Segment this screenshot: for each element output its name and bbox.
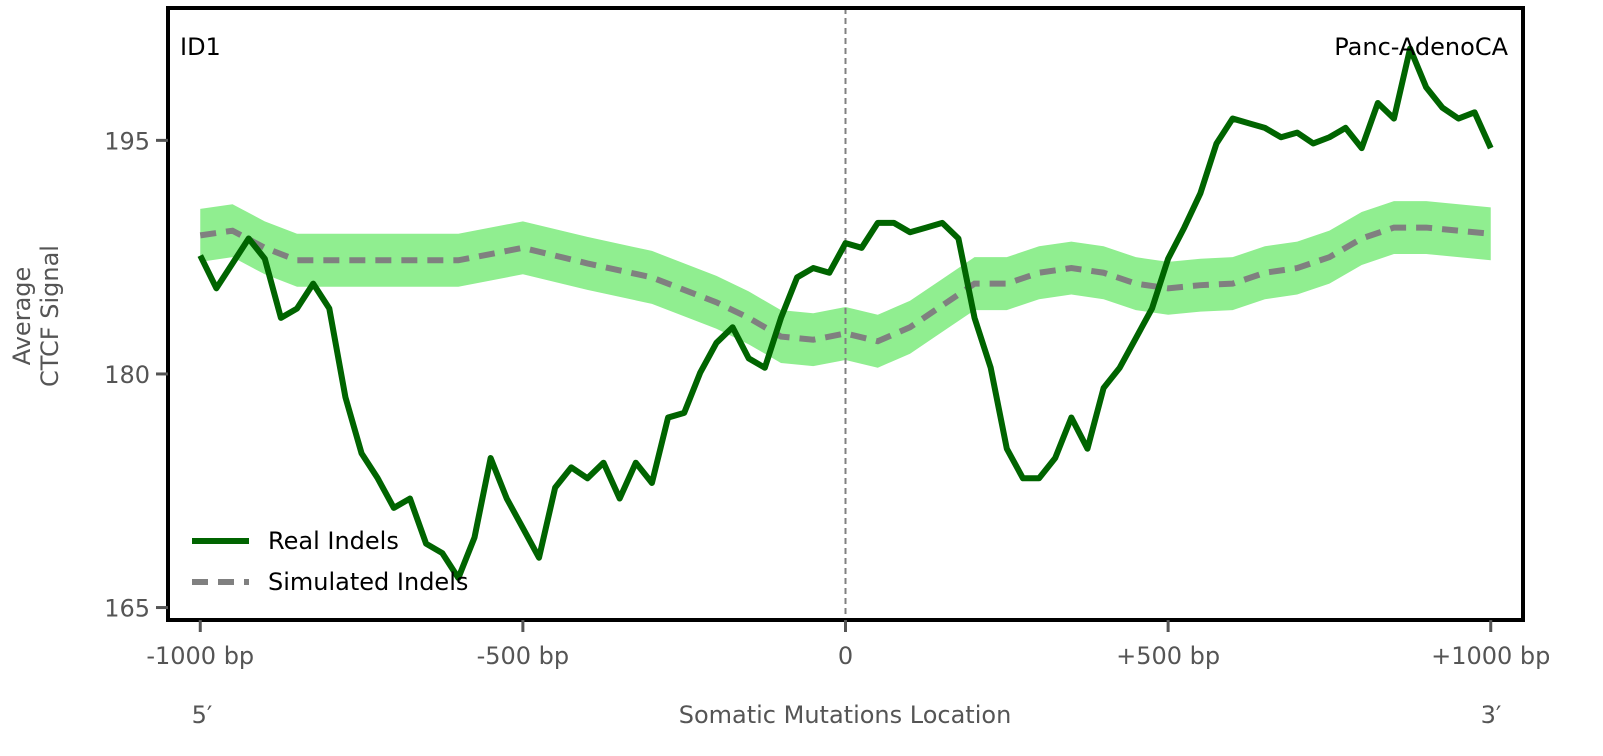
series-line-simulated-indels [199, 224, 1492, 345]
legend: Real Indels Simulated Indels [192, 527, 468, 596]
legend-real-label: Real Indels [268, 527, 399, 555]
x-tick-label: +1000 bp [1431, 642, 1550, 670]
x-axis: -1000 bp -500 bp 0 +500 bp +1000 bp [146, 620, 1550, 670]
annotation-left: ID1 [180, 33, 221, 61]
annotation-right: Panc-AdenoCA [1334, 33, 1508, 61]
legend-simulated-label: Simulated Indels [268, 568, 468, 596]
y-tick-label: 180 [104, 361, 150, 389]
three-prime-label: 3′ [1481, 701, 1502, 729]
x-tick-label: -1000 bp [146, 642, 254, 670]
y-tick-label: 165 [104, 595, 150, 623]
five-prime-label: 5′ [192, 701, 213, 729]
y-tick-label: 195 [104, 127, 150, 155]
y-axis-label-line2: CTCF Signal [36, 245, 64, 387]
y-axis: 165 180 195 [104, 127, 168, 623]
confidence-band-layer [200, 201, 1491, 368]
series-layer [197, 45, 1494, 581]
y-axis-label-line1: Average [8, 267, 36, 366]
x-tick-label: +500 bp [1116, 642, 1220, 670]
x-tick-label: -500 bp [477, 642, 570, 670]
x-tick-label: 0 [838, 642, 853, 670]
x-axis-label: Somatic Mutations Location [679, 701, 1012, 729]
series-line-real-indels [197, 45, 1494, 581]
simulated-confidence-band [200, 201, 1491, 368]
